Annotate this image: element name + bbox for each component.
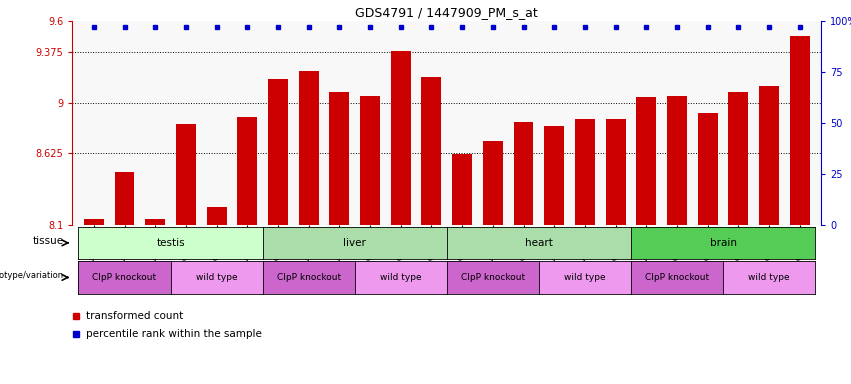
- Title: GDS4791 / 1447909_PM_s_at: GDS4791 / 1447909_PM_s_at: [356, 5, 538, 18]
- Text: wild type: wild type: [748, 273, 790, 282]
- Text: wild type: wild type: [380, 273, 421, 282]
- Text: ClpP knockout: ClpP knockout: [93, 273, 157, 282]
- Bar: [728, 92, 748, 225]
- Text: heart: heart: [525, 238, 553, 248]
- Bar: [513, 121, 534, 225]
- Bar: [483, 141, 503, 225]
- Bar: [115, 172, 134, 225]
- Bar: [299, 71, 318, 225]
- Bar: [237, 118, 257, 225]
- Bar: [637, 97, 656, 225]
- Text: wild type: wild type: [564, 273, 606, 282]
- Text: liver: liver: [343, 238, 366, 248]
- Text: ClpP knockout: ClpP knockout: [460, 273, 525, 282]
- Text: transformed count: transformed count: [87, 311, 184, 321]
- Bar: [575, 119, 595, 225]
- Bar: [421, 77, 442, 225]
- Bar: [790, 36, 809, 225]
- Bar: [698, 113, 717, 225]
- Text: tissue: tissue: [32, 236, 64, 246]
- Text: testis: testis: [157, 238, 185, 248]
- Bar: [176, 124, 196, 225]
- Bar: [84, 219, 104, 225]
- Bar: [268, 79, 288, 225]
- Bar: [207, 207, 226, 225]
- Text: genotype/variation: genotype/variation: [0, 271, 64, 280]
- Bar: [667, 96, 687, 225]
- Text: percentile rank within the sample: percentile rank within the sample: [87, 329, 262, 339]
- Bar: [391, 51, 411, 225]
- Bar: [759, 86, 779, 225]
- Bar: [606, 119, 625, 225]
- Text: brain: brain: [710, 238, 736, 248]
- Bar: [360, 96, 380, 225]
- Text: wild type: wild type: [196, 273, 237, 282]
- Text: ClpP knockout: ClpP knockout: [277, 273, 340, 282]
- Text: ClpP knockout: ClpP knockout: [645, 273, 709, 282]
- Bar: [146, 219, 165, 225]
- Bar: [452, 154, 472, 225]
- Bar: [329, 92, 349, 225]
- Bar: [545, 126, 564, 225]
